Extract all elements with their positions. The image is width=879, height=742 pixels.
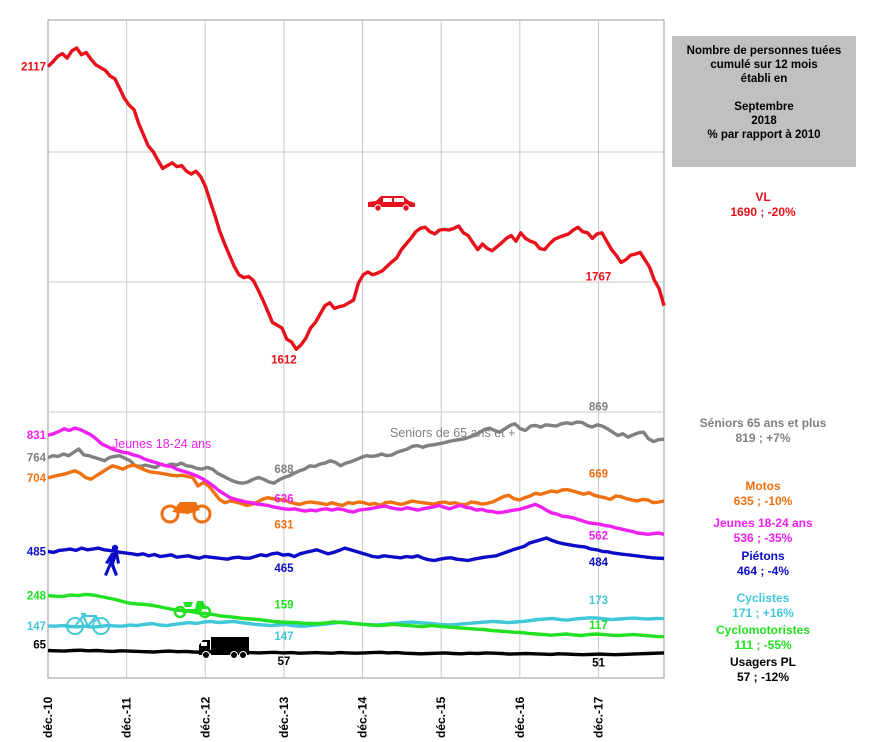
- info-line-3: établi en: [740, 73, 788, 85]
- info-line-5: 2018: [751, 115, 777, 127]
- x-tick-label: déc.-12: [198, 696, 212, 738]
- grid: [47, 19, 665, 679]
- series-line-motos: [47, 463, 665, 508]
- value-label-vl: 1767: [586, 271, 612, 283]
- legend-value-pietons: 464 ; -4%: [737, 564, 789, 578]
- value-label-pietons: 484: [589, 557, 609, 569]
- car-icon: [368, 196, 415, 212]
- legend-name-pietons: Piétons: [741, 549, 785, 563]
- value-label-jeunes: 562: [589, 531, 608, 543]
- legend-value-pl: 57 ; -12%: [737, 670, 789, 684]
- series-line-pl: [47, 648, 665, 657]
- scooter-icon: [173, 601, 212, 619]
- info-line-6: % par rapport à 2010: [707, 129, 821, 141]
- series-line-jeunes: [47, 426, 665, 536]
- value-label-cyclomotoristes: 159: [274, 599, 293, 611]
- bicycle-icon: [66, 613, 110, 635]
- vehicle-icons: [66, 196, 415, 659]
- legend-value-seniors: 819 ; +7%: [735, 431, 790, 445]
- x-axis-ticks: déc.-10 déc.-11 déc.-12 déc.-13 déc.-14 déc.-…: [41, 696, 605, 738]
- legend-name-cyclomotoristes: Cyclomotoristes: [716, 623, 810, 637]
- value-label-jeunes: 831: [27, 430, 47, 442]
- legend-value-jeunes: 536 ; -35%: [734, 531, 793, 545]
- value-label-pl: 57: [278, 656, 291, 668]
- legend-value-motos: 635 ; -10%: [734, 494, 793, 508]
- legend-name-vl: VL: [755, 190, 770, 204]
- x-tick-label: déc.-13: [277, 696, 291, 738]
- plot-frame: [47, 19, 665, 679]
- value-label-cyclistes: 147: [27, 621, 46, 633]
- value-label-seniors: 869: [589, 401, 608, 413]
- value-label-pietons: 465: [274, 563, 294, 575]
- value-label-cyclomotoristes: 248: [27, 591, 47, 603]
- value-label-motos: 669: [589, 469, 608, 481]
- series-line-pietons: [47, 536, 665, 563]
- info-box: Nombre de personnes tuées cumulé sur 12 …: [672, 36, 856, 167]
- info-line-4: Septembre: [734, 101, 794, 113]
- info-spacer: [672, 86, 856, 100]
- series-line-seniors: [47, 420, 665, 485]
- legend-value-vl: 1690 ; -20%: [730, 205, 796, 219]
- legend-name-motos: Motos: [745, 479, 781, 493]
- info-line-2: cumulé sur 12 mois: [710, 59, 818, 71]
- value-label-seniors: 764: [27, 453, 47, 465]
- x-tick-label: déc.-14: [356, 696, 370, 738]
- truck-icon: [199, 637, 249, 659]
- value-label-vl: 1612: [271, 354, 297, 366]
- legend-value-cyclomotoristes: 111 ; -55%: [734, 638, 792, 652]
- x-tick-label: déc.-16: [513, 696, 527, 738]
- pedestrian-icon: [104, 544, 120, 576]
- series-line-vl: [46, 46, 666, 351]
- x-tick-label: déc.-17: [591, 696, 605, 738]
- legend-name-jeunes: Jeunes 18-24 ans: [713, 516, 813, 530]
- legend-value-cyclistes: 171 ; +16%: [732, 606, 794, 620]
- value-label-vl: 2117: [21, 61, 46, 73]
- motorbike-icon: [160, 502, 212, 524]
- value-label-cyclistes: 147: [274, 631, 293, 643]
- info-line-1: Nombre de personnes tuées: [686, 45, 842, 57]
- value-labels: 2117 1612 1767 764 688 869 Seniors de 65 ans e…: [21, 61, 611, 669]
- value-label-cyclistes: 173: [589, 595, 608, 607]
- legend-name-seniors: Séniors 65 ans et plus: [700, 416, 827, 430]
- series-lines: [46, 46, 666, 657]
- value-label-jeunes: 636: [274, 494, 293, 506]
- x-tick-label: déc.-15: [434, 696, 448, 738]
- value-label-cyclomotoristes: 117: [589, 620, 608, 632]
- value-label-motos: 704: [27, 473, 47, 485]
- value-label-pl: 51: [592, 658, 605, 670]
- value-label-pietons: 485: [27, 546, 47, 558]
- value-label-motos: 631: [274, 519, 294, 531]
- inline-label-jeunes: Jeunes 18-24 ans: [112, 437, 211, 451]
- inline-label-seniors: Seniors de 65 ans et +: [390, 426, 515, 440]
- value-label-pl: 65: [33, 640, 46, 652]
- legend-name-pl: Usagers PL: [730, 655, 796, 669]
- legend-name-cyclistes: Cyclistes: [737, 591, 790, 605]
- series-line-cyclomotoristes: [47, 592, 665, 639]
- x-tick-label: déc.-10: [41, 696, 55, 738]
- x-tick-label: déc.-11: [120, 697, 134, 738]
- value-label-seniors: 688: [274, 464, 294, 476]
